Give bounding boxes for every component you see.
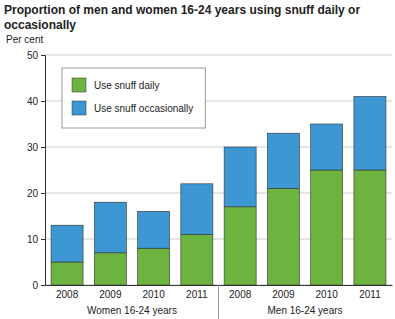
x-tick: 2009 bbox=[272, 285, 295, 300]
bar-segment bbox=[51, 225, 83, 262]
x-tick-label: 2009 bbox=[272, 289, 295, 300]
group-label: Men 16-24 years bbox=[268, 305, 343, 316]
x-tick: 2009 bbox=[99, 285, 122, 300]
bar-segment bbox=[267, 133, 299, 188]
x-tick-label: 2008 bbox=[229, 289, 252, 300]
group-separator bbox=[218, 285, 219, 319]
legend-item: Use snuff daily bbox=[72, 78, 159, 92]
bar-segment bbox=[224, 147, 256, 207]
y-tick: 40 bbox=[27, 96, 45, 107]
x-tick-label: 2010 bbox=[316, 289, 339, 300]
y-tick-label: 40 bbox=[27, 96, 39, 107]
y-tick-label: 10 bbox=[27, 234, 39, 245]
legend-box bbox=[62, 68, 205, 128]
bar-segment bbox=[224, 207, 256, 285]
bar-segment bbox=[94, 253, 126, 285]
x-tick: 2011 bbox=[359, 285, 381, 300]
bar-segment bbox=[181, 184, 213, 235]
bar-segment bbox=[94, 202, 126, 253]
y-axis-line bbox=[41, 56, 46, 286]
legend-label: Use snuff occasionally bbox=[94, 103, 193, 114]
x-tick-label: 2011 bbox=[186, 289, 208, 300]
legend-label: Use snuff daily bbox=[94, 80, 159, 91]
y-tick-mark bbox=[41, 55, 45, 56]
legend-swatch bbox=[72, 101, 86, 115]
grid bbox=[45, 55, 392, 285]
y-tick: 0 bbox=[32, 280, 45, 291]
bar-segment bbox=[181, 234, 213, 285]
bar-segment bbox=[311, 170, 343, 285]
y-tick: 10 bbox=[27, 234, 45, 245]
grid-line bbox=[45, 55, 392, 56]
x-tick: 2008 bbox=[229, 285, 252, 300]
y-tick: 20 bbox=[27, 188, 45, 199]
y-tick-label: 20 bbox=[27, 188, 39, 199]
y-tick-mark bbox=[41, 101, 45, 102]
y-tick-label: 30 bbox=[27, 142, 39, 153]
x-tick-label: 2008 bbox=[56, 289, 79, 300]
x-tick: 2011 bbox=[186, 285, 208, 300]
x-tick-label: 2011 bbox=[359, 289, 381, 300]
y-tick-mark bbox=[41, 147, 45, 148]
title: Proportion of men and women 16-24 years … bbox=[4, 3, 360, 32]
bar-segment bbox=[51, 262, 83, 285]
legend-item: Use snuff occasionally bbox=[72, 101, 193, 115]
bar-segment bbox=[311, 124, 343, 170]
x-tick-label: 2010 bbox=[142, 289, 165, 300]
chart: Proportion of men and women 16-24 years … bbox=[0, 0, 395, 319]
group-label: Women 16-24 years bbox=[87, 305, 177, 316]
legend: Use snuff daily Use snuff occasionally bbox=[62, 68, 205, 128]
y-tick-mark bbox=[41, 239, 45, 240]
y-tick: 50 bbox=[27, 50, 45, 61]
x-tick-label: 2009 bbox=[99, 289, 122, 300]
bar-segment bbox=[138, 211, 170, 248]
y-tick-mark bbox=[41, 285, 45, 286]
bar-segment bbox=[354, 170, 386, 285]
x-tick: 2010 bbox=[142, 285, 165, 300]
x-tick: 2010 bbox=[316, 285, 339, 300]
y-axis: 0 10 20 30 40 50 bbox=[27, 50, 46, 291]
bar-segment bbox=[267, 188, 299, 285]
y-axis-label: Per cent bbox=[6, 34, 43, 45]
x-tick: 2008 bbox=[56, 285, 79, 300]
y-tick: 30 bbox=[27, 142, 45, 153]
y-tick-mark bbox=[41, 193, 45, 194]
y-tick-label: 50 bbox=[27, 50, 39, 61]
bar-segment bbox=[354, 96, 386, 170]
bar-segment bbox=[138, 248, 170, 285]
y-tick-label: 0 bbox=[32, 280, 38, 291]
legend-swatch bbox=[72, 78, 86, 92]
